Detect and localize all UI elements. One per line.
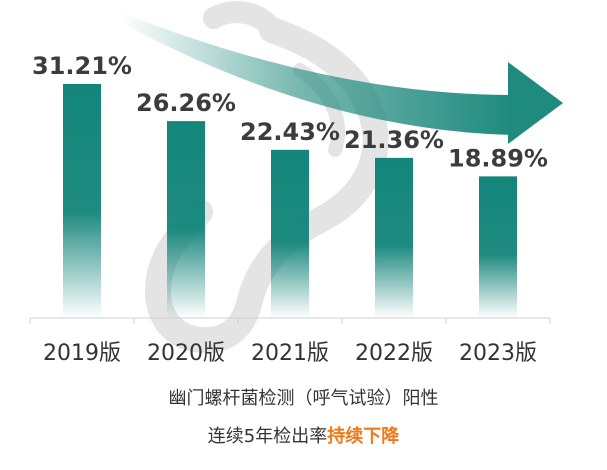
value-label-3: 22.43% [240,118,340,146]
bar-4 [375,157,413,318]
bar-group [63,84,517,319]
value-label-1: 31.21% [32,52,132,80]
x-tick-label-2: 2020版 [147,341,225,366]
tick-label-group: 2019版 2020版 2021版 2022版 2023版 [43,341,537,366]
x-tick-label-3: 2021版 [251,341,329,366]
value-label-4: 21.36% [344,126,444,154]
x-tick-label-1: 2019版 [43,341,121,366]
value-label-group: 31.21%26.26%22.43% 21.36%18.89% [32,52,548,172]
x-tick-label-5: 2023版 [459,341,537,366]
value-label-2: 26.26% [136,89,236,117]
tick-group [29,318,551,324]
bar-1 [63,84,101,318]
caption-line2-highlight: 持续下降 [327,426,400,447]
caption-line1: 幽门螺杆菌检测（呼气试验）阳性 [168,388,439,409]
value-label-5: 18.89% [448,144,548,172]
bar-2 [167,121,205,319]
trend-arrow-icon [120,12,563,144]
bar-5 [479,176,517,318]
caption-line2-prefix: 连续5年检出率 [207,426,328,447]
bar-3 [271,149,309,318]
x-tick-label-4: 2022版 [355,341,433,366]
caption-line2: 连续5年检出率持续下降 [0,422,607,448]
